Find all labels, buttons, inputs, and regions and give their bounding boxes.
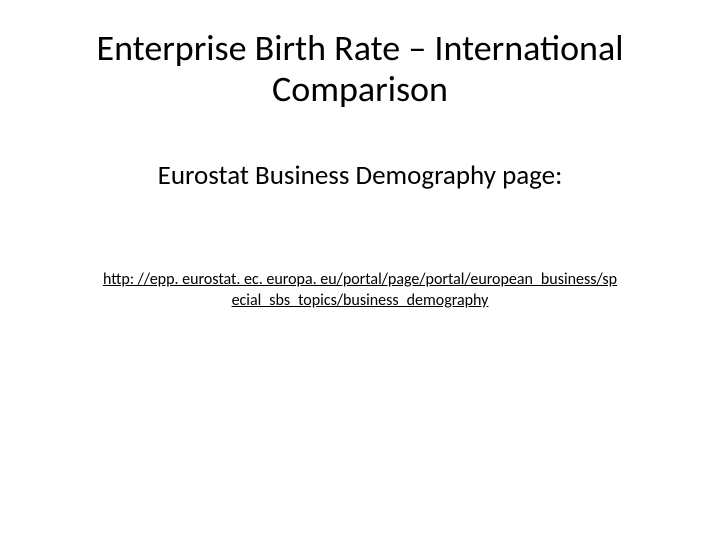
url-link-line1: http: //epp. eurostat. ec. europa. eu/po… <box>103 270 617 289</box>
url-link[interactable]: http: //epp. eurostat. ec. europa. eu/po… <box>40 270 680 312</box>
slide-subtitle: Eurostat Business Demography page: <box>40 159 680 192</box>
url-link-line2: ecial_sbs_topics/business_demography <box>232 291 489 310</box>
slide-title: Enterprise Birth Rate – International Co… <box>40 28 680 111</box>
slide-container: Enterprise Birth Rate – International Co… <box>0 0 720 540</box>
